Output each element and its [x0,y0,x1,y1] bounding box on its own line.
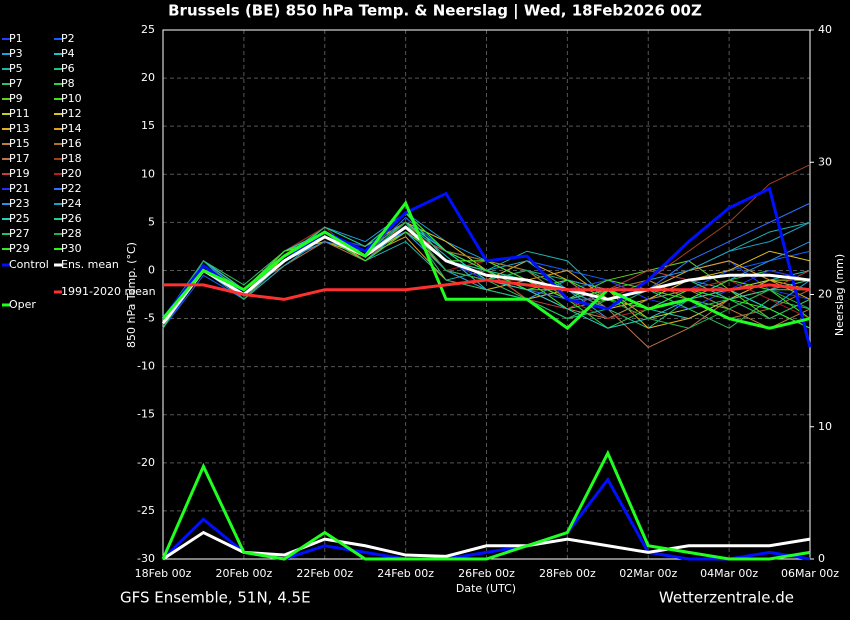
legend-label: Control [9,258,49,271]
legend-label: P28 [61,227,82,240]
x-tick-label: 04Mar 00z [700,567,758,580]
legend-label: P2 [61,32,75,45]
legend-label: P6 [61,62,75,75]
legend-label: P7 [9,77,23,90]
y-axis-label: 850 hPa Temp. (°C) [125,242,138,348]
legend-label: P29 [9,242,30,255]
legend-label: P4 [61,47,75,60]
x-tick-label: 06Mar 00z [781,567,839,580]
legend-label: P15 [9,137,30,150]
legend-label: P8 [61,77,75,90]
chart-title: Brussels (BE) 850 hPa Temp. & Neerslag |… [168,2,702,21]
precip-line [162,530,811,561]
legend-label: P3 [9,47,23,60]
legend-label: P12 [61,107,82,120]
x-tick-label: 22Feb 00z [296,567,353,580]
subtitle: GFS Ensemble, 51N, 4.5E [120,589,311,607]
y-tick-label: 15 [141,119,155,132]
y2-tick-label: 40 [818,23,832,36]
temp-line [162,221,811,324]
legend-label: P18 [61,152,82,165]
y-tick-label: -20 [137,456,155,469]
legend-label: P30 [61,242,82,255]
y-tick-label: -25 [137,504,155,517]
y2-axis-label: Neerslag (mm) [833,254,846,336]
y-tick-label: -5 [144,312,155,325]
y-tick-label: 0 [148,263,155,276]
source: Wetterzentrale.de [659,589,794,607]
temp-line [161,200,811,331]
legend-label: P1 [9,32,23,45]
x-tick-label: 20Feb 00z [216,567,273,580]
legend-label: P27 [9,227,30,240]
legend-label: P24 [61,197,82,210]
legend-label: 1991-2020 mean [61,285,156,298]
x-axis-label: Date (UTC) [456,582,516,595]
legend-label: Oper [9,298,36,311]
legend-label: P16 [61,137,82,150]
y-tick-label: -15 [137,408,155,421]
y2-tick-label: 10 [818,420,832,433]
y-tick-label: -10 [137,360,155,373]
legend-label: P20 [61,167,82,180]
y2-tick-label: 0 [818,552,825,565]
x-tick-label: 26Feb 00z [458,567,515,580]
temp-line [163,278,811,301]
legend-label: P5 [9,62,23,75]
temp-line [161,225,811,325]
precip-line [161,449,811,561]
x-tick-label: 18Feb 00z [135,567,192,580]
legend-label: P26 [61,212,82,225]
legend-label: P25 [9,212,30,225]
legend-label: Ens. mean [61,258,119,271]
legend-label: P13 [9,122,30,135]
y-tick-label: -30 [137,552,155,565]
x-tick-label: 24Feb 00z [377,567,434,580]
y-tick-label: 20 [141,71,155,84]
y-tick-label: 10 [141,167,155,180]
legend-label: P10 [61,92,82,105]
y-tick-label: 25 [141,23,155,36]
legend-label: P21 [9,182,30,195]
legend-label: P14 [61,122,82,135]
legend-label: P9 [9,92,23,105]
legend-label: P17 [9,152,30,165]
x-tick-label: 02Mar 00z [619,567,677,580]
y-tick-label: 5 [148,215,155,228]
y2-tick-label: 30 [818,155,832,168]
legend-label: P22 [61,182,82,195]
x-tick-label: 28Feb 00z [539,567,596,580]
legend-label: P19 [9,167,30,180]
legend-label: P11 [9,107,30,120]
legend-label: P23 [9,197,30,210]
y2-tick-label: 20 [818,288,832,301]
